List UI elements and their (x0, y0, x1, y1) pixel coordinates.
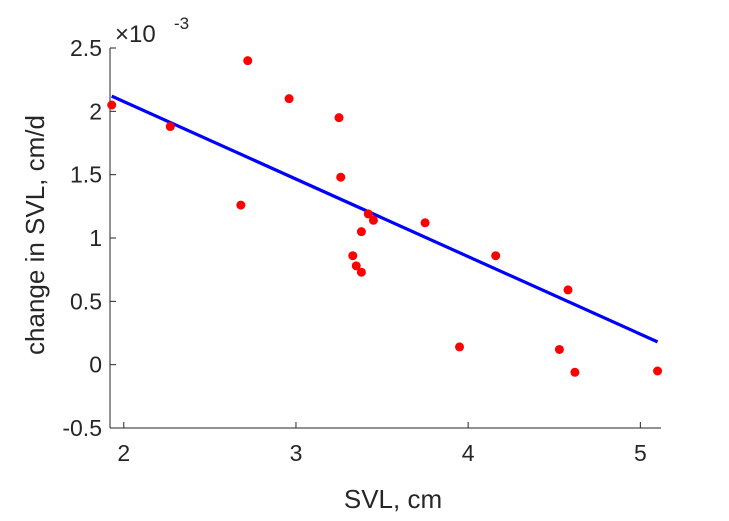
y-tick-label: 2 (89, 98, 102, 124)
data-point (356, 227, 366, 237)
y-tick-label: 0.5 (70, 288, 102, 314)
y-axis-label: change in SVL, cm/d (20, 115, 50, 355)
data-point (348, 251, 358, 261)
x-tick-label: 5 (634, 440, 647, 466)
x-tick-label: 3 (290, 440, 303, 466)
data-point (570, 367, 580, 377)
x-tick-label: 2 (117, 440, 130, 466)
x-tick-label: 4 (462, 440, 475, 466)
y-tick-label: 0 (89, 352, 102, 378)
plot-area (107, 56, 663, 377)
data-point (563, 285, 573, 295)
y-tick-label: 2.5 (70, 35, 102, 61)
data-point (368, 215, 378, 225)
data-point (243, 56, 253, 66)
y-exponent-power: -3 (174, 14, 189, 33)
data-point (236, 200, 246, 210)
data-point (420, 218, 430, 228)
axes: 2 3 4 5 -0.5 0 0.5 1 1.5 2 2.5 (62, 35, 661, 466)
data-point (363, 209, 373, 219)
data-point (336, 172, 346, 182)
data-point (351, 261, 361, 271)
y-tick-label: 1 (89, 225, 102, 251)
data-point (554, 344, 564, 354)
x-axis-label: SVL, cm (344, 484, 442, 514)
data-point (653, 366, 663, 376)
data-point (165, 122, 175, 132)
y-tick-label: 1.5 (70, 162, 102, 188)
y-axis-exponent: ×10 -3 (115, 14, 189, 48)
regression-line (111, 94, 659, 344)
y-tick-label: -0.5 (62, 415, 102, 441)
data-point (356, 267, 366, 277)
data-point (491, 251, 501, 261)
data-point (107, 100, 117, 110)
data-point (334, 113, 344, 123)
y-exponent-base: ×10 (115, 21, 156, 48)
data-point (455, 342, 465, 352)
data-point (284, 94, 294, 104)
